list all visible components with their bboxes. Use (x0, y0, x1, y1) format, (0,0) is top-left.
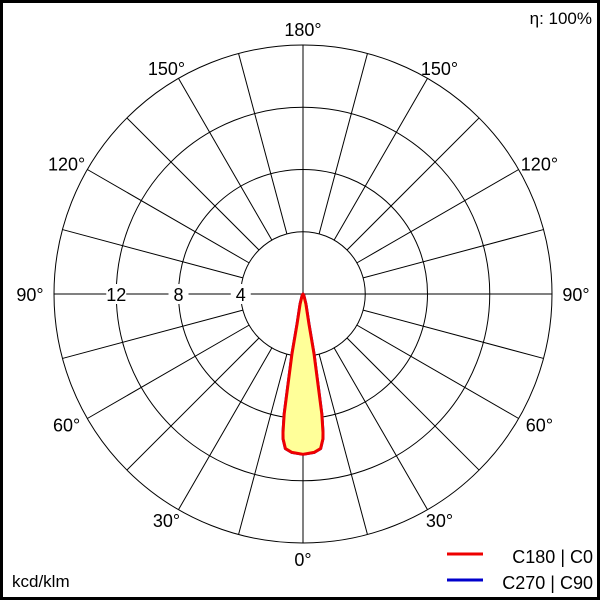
angle-label: 120° (48, 155, 85, 175)
radial-tick-label: 8 (173, 285, 183, 305)
spoke-line (356, 169, 519, 264)
legend-label-c90: C270 | C90 (502, 573, 593, 593)
spoke-line (87, 324, 250, 419)
legend: C180 | C0 C270 | C90 (447, 547, 593, 593)
angle-label: 90° (16, 285, 43, 305)
radial-tick-label: 4 (236, 285, 246, 305)
spoke-line (346, 117, 480, 251)
spoke-line (362, 229, 544, 279)
tick-label-bg (168, 284, 189, 304)
angle-label: 150° (148, 59, 185, 79)
angle-label: 150° (421, 59, 458, 79)
spoke-line (356, 324, 519, 419)
spoke-line (346, 337, 480, 471)
angle-label: 180° (284, 20, 321, 40)
efficiency-label: η: 100% (530, 9, 592, 28)
angle-label: 120° (521, 155, 558, 175)
spoke-line (333, 347, 428, 510)
spoke-line (362, 309, 544, 359)
spoke-line (87, 169, 250, 264)
spoke-line (333, 78, 428, 241)
curve-c180-c0 (281, 292, 325, 456)
angle-label: 60° (526, 416, 553, 436)
spoke-line (318, 353, 368, 535)
spoke-line (238, 53, 288, 235)
tick-label-bg (230, 284, 251, 304)
angle-label: 60° (53, 416, 80, 436)
spoke-line (126, 337, 260, 471)
tick-label-bg (106, 284, 127, 304)
spoke-line (318, 53, 368, 235)
spoke-line (62, 229, 244, 279)
polar-grid (53, 44, 553, 544)
curves (281, 292, 325, 456)
spoke-line (178, 78, 273, 241)
angle-label: 30° (153, 511, 180, 531)
spoke-line (62, 309, 244, 359)
spoke-line (178, 347, 273, 510)
angle-label: 90° (562, 285, 589, 305)
angle-label: 0° (294, 550, 311, 570)
legend-label-c0: C180 | C0 (512, 547, 593, 567)
unit-label: kcd/klm (12, 572, 70, 591)
angle-label: 30° (426, 511, 453, 531)
labels: 4 8 12 180° 150° 150° 120° 120° 90° 90° 60° 60° 30° 3… (16, 20, 589, 570)
spoke-line (238, 353, 288, 535)
spoke-line (126, 117, 260, 251)
ring-16 (53, 44, 553, 544)
radial-tick-label: 12 (106, 285, 126, 305)
